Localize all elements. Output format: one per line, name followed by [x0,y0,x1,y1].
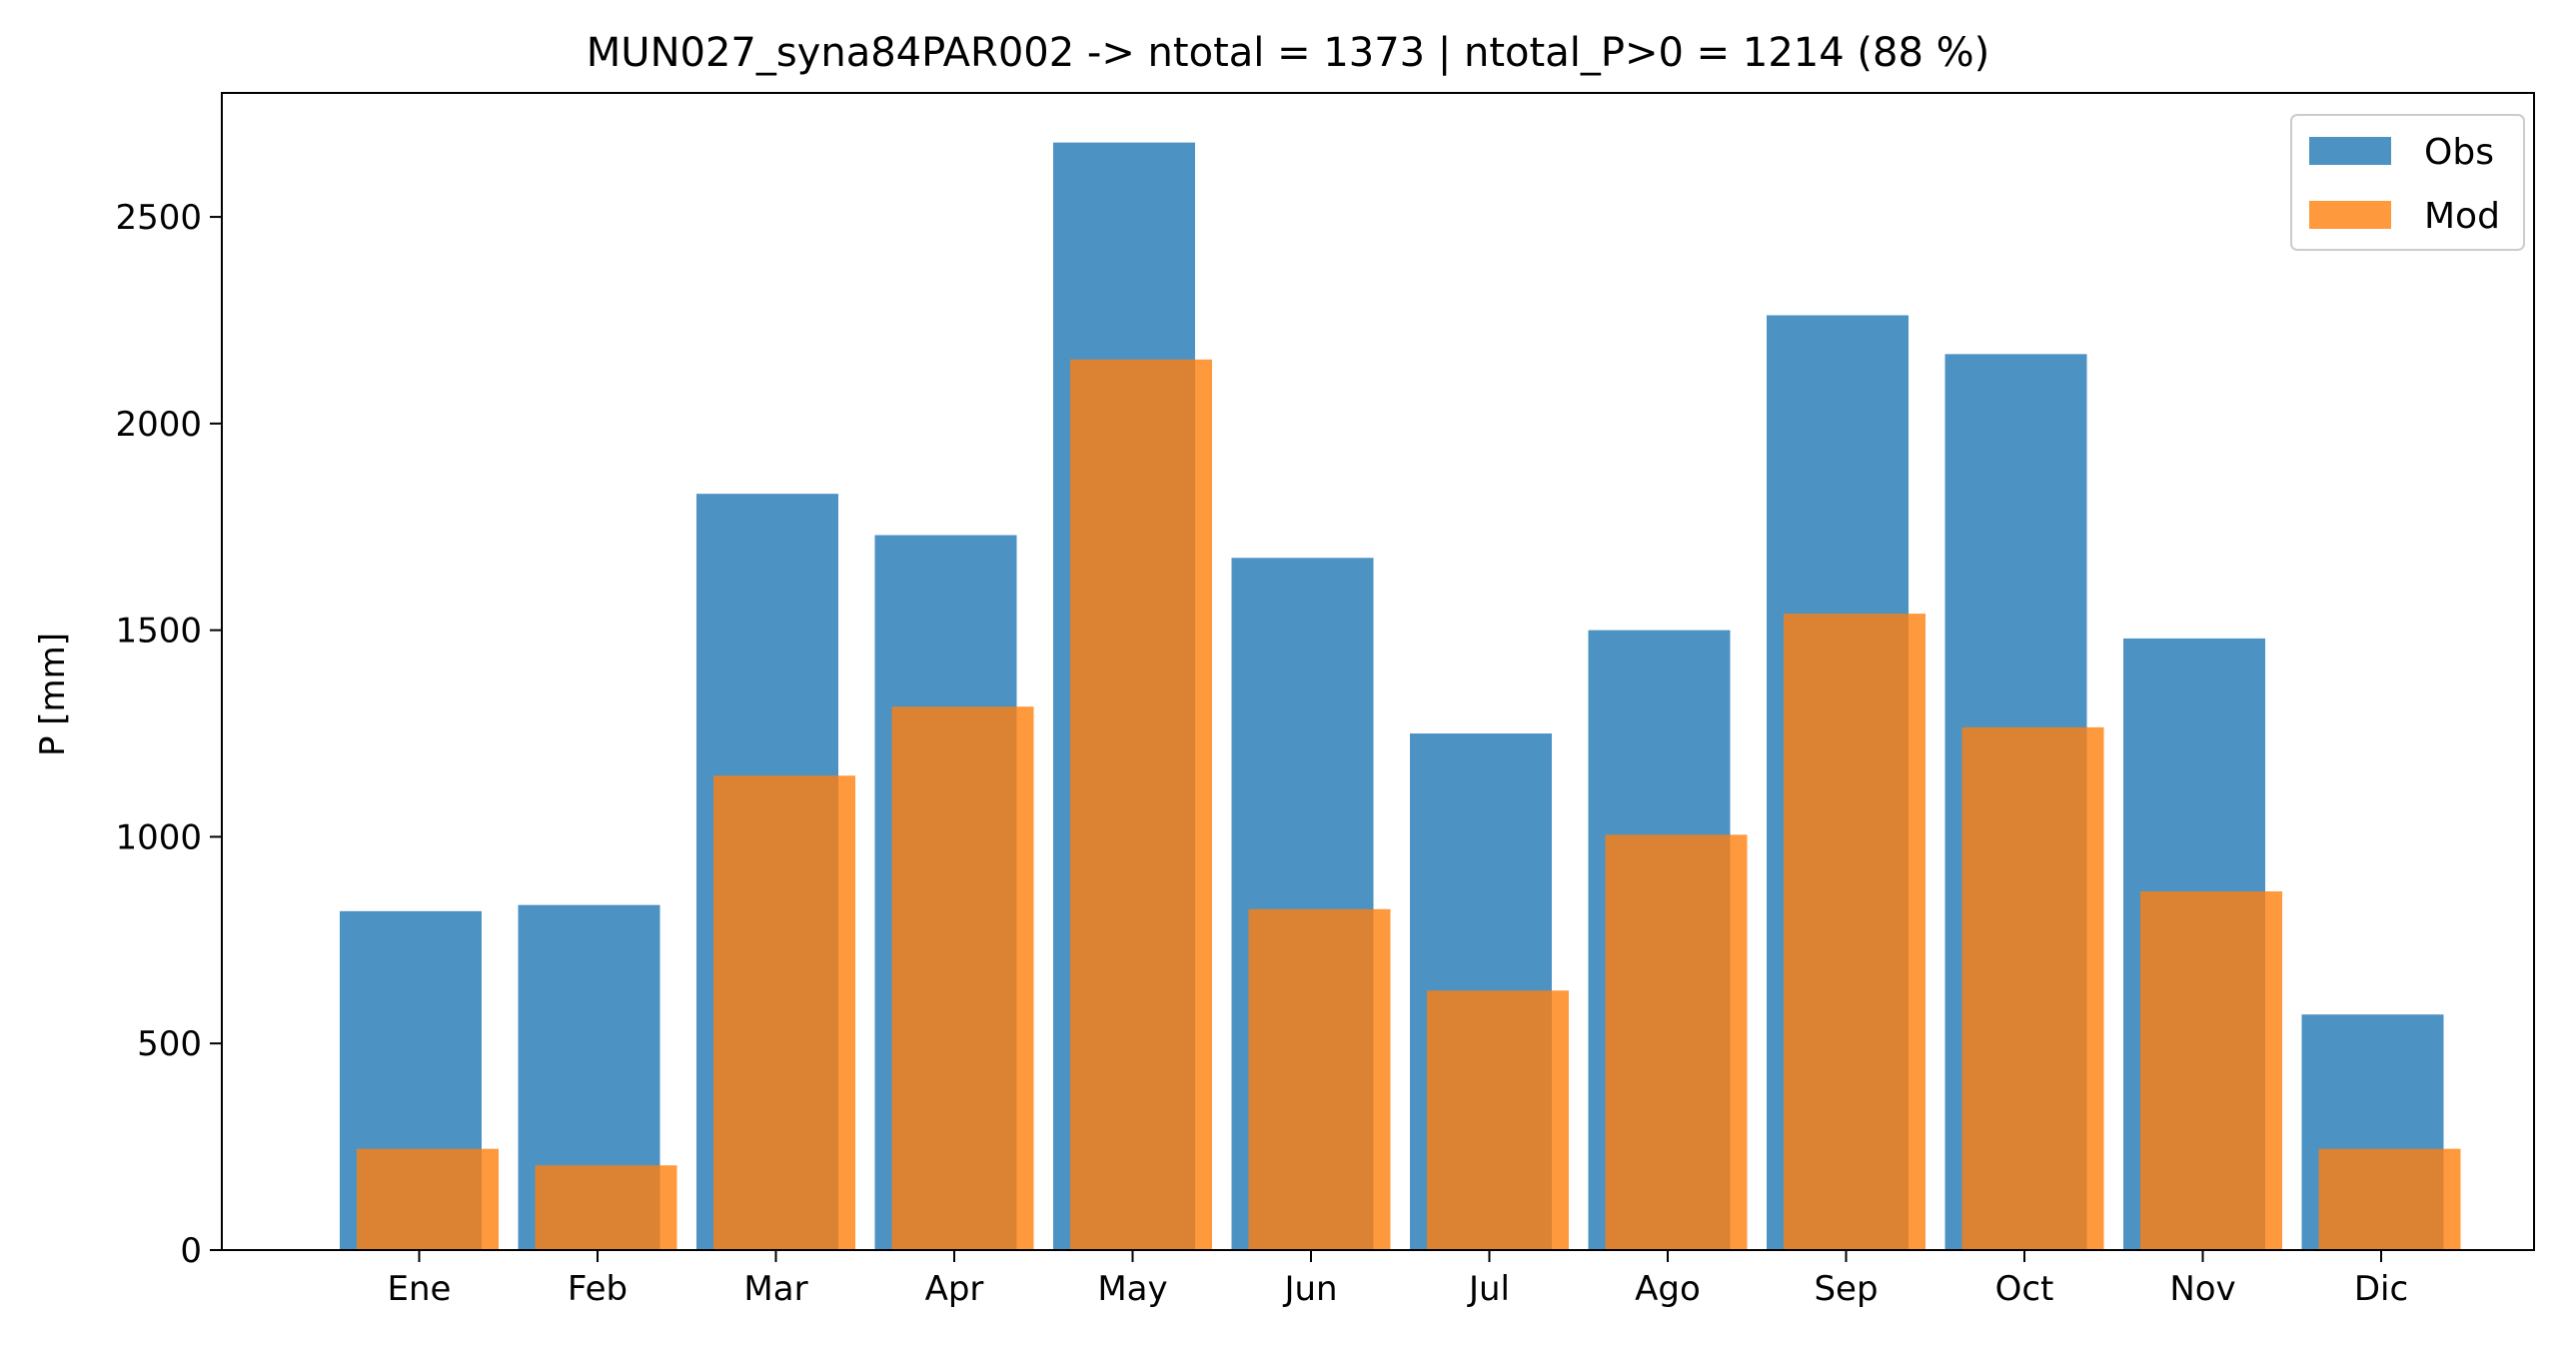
chart-title: MUN027_syna84PAR002 -> ntotal = 1373 | n… [587,30,1989,76]
legend-label-obs: Obs [2424,132,2494,173]
y-axis-label: P [mm] [33,633,73,756]
bar-mod-mar [713,775,855,1250]
bar-mod-jun [1248,908,1391,1250]
x-tick-label: Jul [1467,1269,1510,1309]
bar-mod-ago [1605,834,1748,1250]
legend-label-mod: Mod [2424,196,2500,237]
bar-mod-jul [1427,990,1569,1250]
x-tick-label: Apr [925,1269,984,1309]
y-tick-label: 1500 [115,612,202,652]
x-tick-label: Nov [2169,1269,2235,1309]
x-tick-label: Ene [388,1269,452,1309]
legend: Obs Mod [2290,114,2525,251]
legend-swatch-obs [2309,137,2391,165]
x-tick-label: Dic [2354,1269,2408,1309]
y-tick-label: 2500 [115,198,202,238]
y-tick-label: 500 [137,1024,202,1064]
x-tick-label: Ago [1635,1269,1701,1309]
y-tick-label: 0 [180,1231,202,1271]
bar-mod-oct [1961,726,2104,1250]
x-tick-label: Oct [1995,1269,2054,1309]
x-tick-label: Feb [568,1269,628,1309]
bar-mod-may [1070,359,1212,1251]
bars-group [340,142,2461,1251]
axes-group: 0 500 1000 1500 2000 2500 Ene Feb Mar Apr May Jun Ju… [115,92,2535,1309]
x-tick-label: Sep [1814,1269,1878,1309]
y-tick-label: 2000 [115,405,202,445]
y-tick-label: 1000 [115,817,202,857]
plot-frame [221,92,2535,1251]
x-tick-label: Mar [743,1269,807,1309]
legend-swatch-mod [2309,201,2391,229]
bar-mod-apr [891,706,1034,1250]
bar-mod-feb [535,1165,677,1250]
x-tick-label: May [1097,1269,1167,1309]
bar-mod-sep [1784,614,1926,1250]
bar-mod-dic [2318,1148,2461,1250]
bar-mod-nov [2140,891,2282,1250]
x-tick-label: Jun [1282,1269,1337,1309]
bar-mod-ene [357,1148,499,1250]
